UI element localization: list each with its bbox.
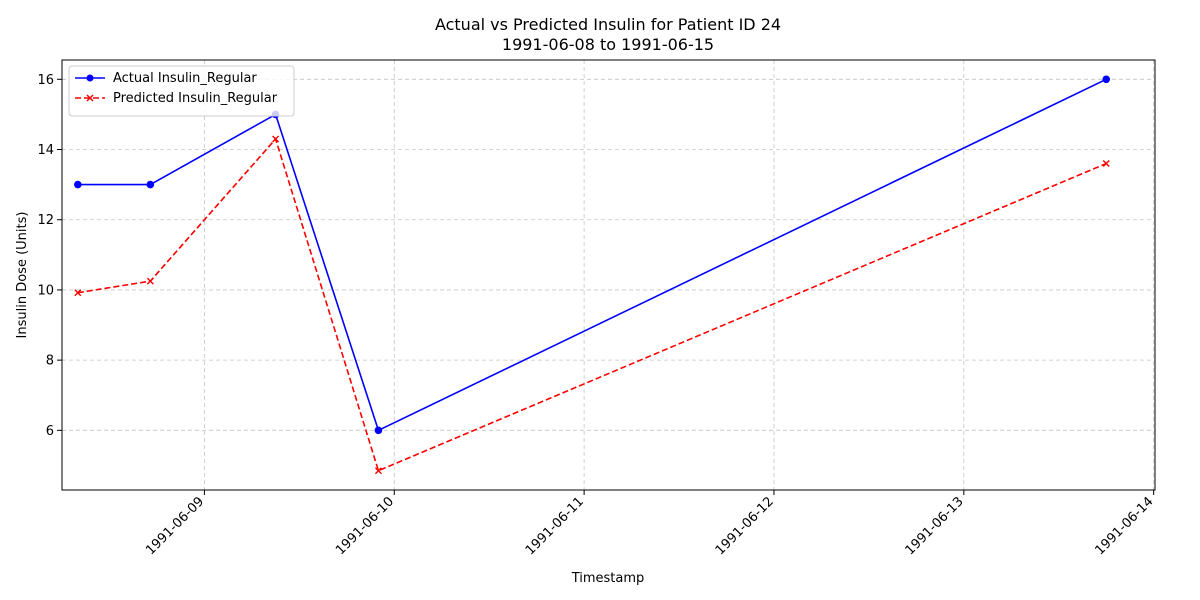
x-tick-label: 1991-06-09 — [143, 494, 207, 558]
series-layer — [74, 75, 1111, 475]
y-tick-label: 16 — [37, 73, 54, 88]
chart-subtitle: 1991-06-08 to 1991-06-15 — [502, 35, 714, 54]
data-point-actual — [74, 180, 82, 189]
grid — [62, 60, 1155, 490]
x-tick-label: 1991-06-12 — [713, 494, 777, 558]
y-tick-label: 10 — [37, 283, 54, 298]
series-line-actual — [77, 78, 1107, 432]
y-tick-label: 12 — [37, 213, 54, 228]
data-point-actual — [146, 180, 155, 189]
data-point-predicted — [74, 289, 82, 297]
x-tick-label: 1991-06-10 — [333, 494, 397, 558]
x-axis-label: Timestamp — [571, 571, 645, 586]
y-axis-ticks: 6 8 10 12 14 16 — [37, 73, 62, 439]
x-tick-label: 1991-06-11 — [523, 494, 587, 558]
x-axis-ticks: 1991-06-09 1991-06-10 1991-06-11 1991-06-12… — [143, 490, 1157, 558]
y-tick-label: 14 — [37, 143, 54, 158]
legend-marker-predicted — [86, 94, 94, 102]
data-point-predicted — [272, 135, 280, 143]
y-axis-label: Insulin Dose (Units) — [15, 212, 30, 339]
data-point-actual — [374, 426, 383, 435]
data-point-predicted — [146, 277, 154, 285]
data-point-actual — [1102, 75, 1111, 84]
legend: Actual Insulin_Regular Predicted Insulin… — [68, 65, 295, 117]
chart-title: Actual vs Predicted Insulin for Patient … — [435, 15, 781, 34]
data-point-predicted — [374, 467, 382, 475]
x-tick-label: 1991-06-14 — [1092, 494, 1156, 558]
x-tick-label: 1991-06-13 — [903, 494, 967, 558]
legend-label-predicted: Predicted Insulin_Regular — [113, 91, 278, 106]
legend-label-actual: Actual Insulin_Regular — [113, 71, 257, 86]
plot-frame — [61, 59, 1156, 491]
legend-box — [68, 65, 295, 117]
legend-marker-actual — [86, 74, 94, 82]
y-tick-label: 6 — [46, 424, 54, 439]
y-tick-label: 8 — [46, 354, 54, 369]
series-line-predicted — [77, 137, 1107, 472]
data-point-predicted — [1102, 160, 1110, 168]
